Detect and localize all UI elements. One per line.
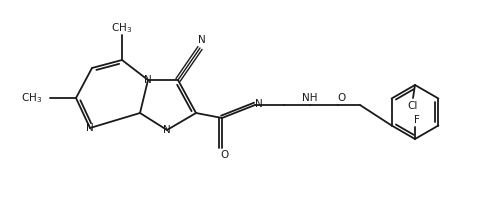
Text: N: N xyxy=(255,99,263,109)
Text: O: O xyxy=(337,93,345,103)
Text: NH: NH xyxy=(302,93,318,103)
Text: F: F xyxy=(414,115,420,125)
Text: CH$_3$: CH$_3$ xyxy=(21,91,42,105)
Text: N: N xyxy=(198,35,206,45)
Text: O: O xyxy=(220,150,228,160)
Text: CH$_3$: CH$_3$ xyxy=(112,21,133,35)
Text: Cl: Cl xyxy=(408,101,418,111)
Text: N: N xyxy=(144,75,152,85)
Text: N: N xyxy=(86,123,94,133)
Text: N: N xyxy=(163,125,171,135)
